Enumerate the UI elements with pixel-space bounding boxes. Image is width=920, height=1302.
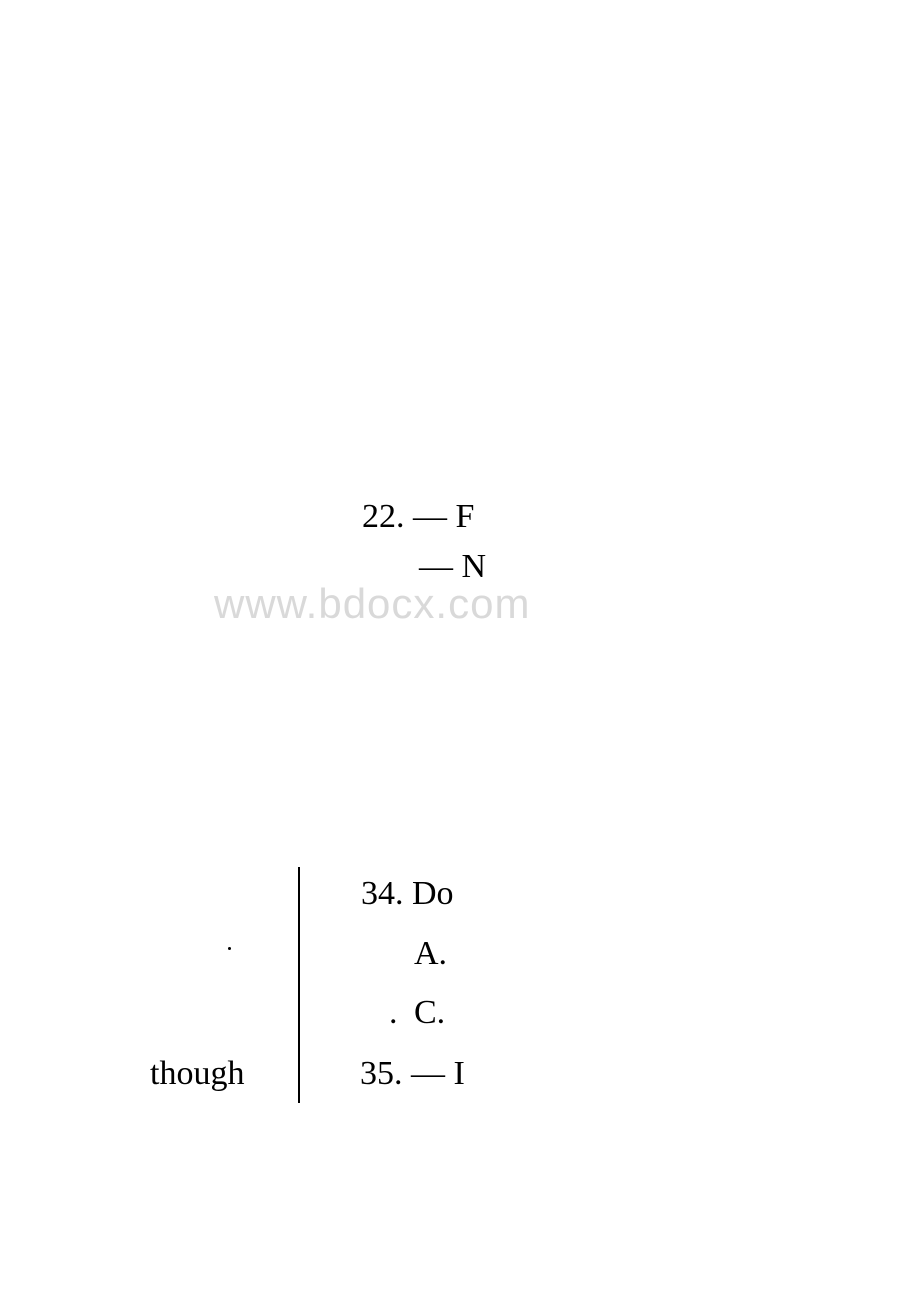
stray-dot-1 bbox=[228, 947, 231, 950]
fragment-22b: — N bbox=[419, 548, 486, 586]
fragment-though: though bbox=[150, 1055, 244, 1093]
fragment-34c: C. bbox=[414, 994, 445, 1032]
fragment-34a: A. bbox=[414, 935, 447, 973]
fragment-34c-prefix-dot: . bbox=[389, 994, 398, 1032]
fragment-34: 34. Do bbox=[361, 875, 454, 913]
column-divider bbox=[298, 867, 300, 1103]
fragment-22: 22. — F bbox=[362, 498, 474, 536]
watermark-text: www.bdocx.com bbox=[214, 580, 530, 628]
fragment-35: 35. — I bbox=[360, 1055, 465, 1093]
